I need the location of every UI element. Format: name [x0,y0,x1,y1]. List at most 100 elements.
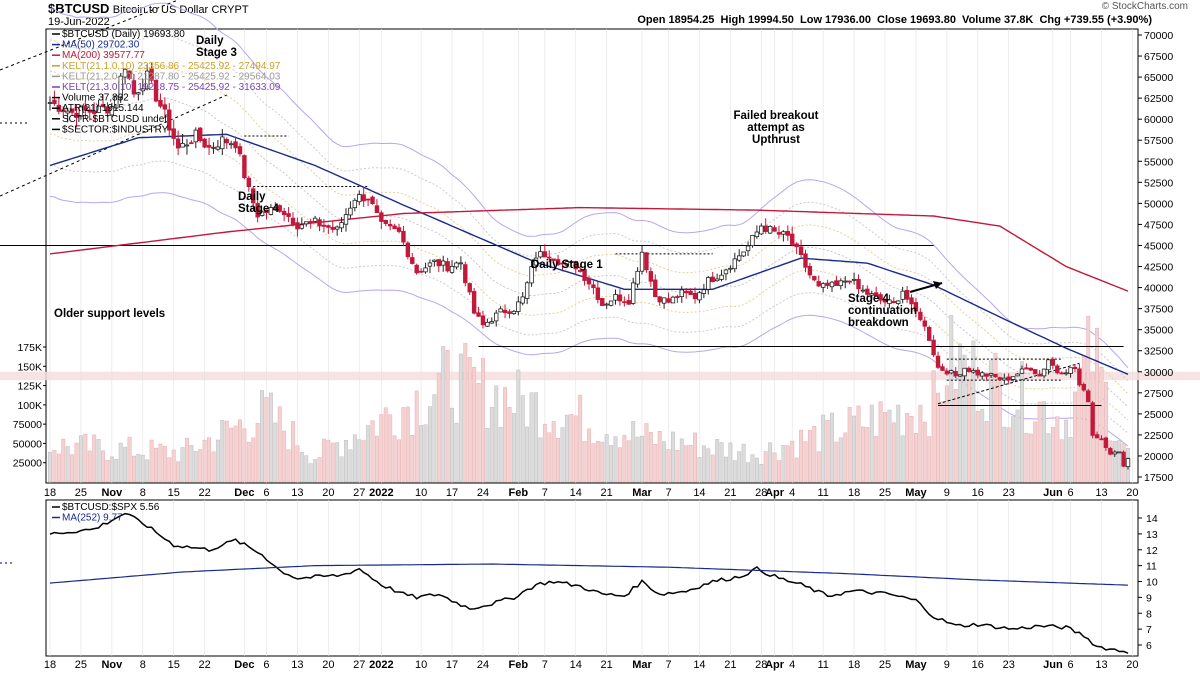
candle-body [171,128,176,139]
date-label: 4 [789,487,795,499]
ticker-symbol: $BTCUSD [48,1,110,16]
candle-body [688,290,693,295]
volume-bar [962,354,967,483]
volume-bar [949,315,954,483]
volume-bar [781,445,786,483]
legend-entry: MA(200) 39577.77 [62,50,145,61]
volume-bar [582,441,587,483]
price-tick-label: 32500 [1144,346,1173,358]
candle-body [352,199,358,209]
price-tick-label: 17500 [1144,472,1173,484]
candle-body [803,253,808,268]
candle-body [741,251,746,257]
candle-body [264,209,269,214]
candle-body [339,222,344,229]
ohlc-readout: Open 18954.25 High 19994.50 Low 17936.00… [637,14,1152,26]
candle-body [701,289,707,294]
candle-body [723,269,729,275]
volume-bar [1055,416,1060,483]
candle-body [162,104,168,110]
candle-body [485,321,490,327]
trendline-lower [0,94,227,197]
candle-body [109,106,115,116]
chart-date: 19-Jun-2022 [48,16,110,28]
volume-bar [693,432,697,483]
ratio-tick-label: 14 [1146,513,1158,525]
date-label: 21 [601,659,613,671]
candle-body [1002,377,1007,381]
volume-bar [198,449,203,483]
annotation-text: Upthrust [752,134,800,146]
candle-body [224,138,229,144]
volume-tick-label: 175K [17,342,42,354]
candle-body [330,226,335,230]
volume-axis: 25000 50000 75000 100K 125K 150K 175K [13,342,46,470]
candle-body [175,138,181,149]
volume-bar [251,437,256,483]
volume-bar [74,442,79,483]
volume-bar [154,447,158,483]
kelt-1-band-lower [49,128,1129,421]
candle-body [569,261,574,263]
candle-body [312,217,318,222]
candle-body [617,294,623,302]
volume-bar [330,442,335,483]
date-label: Feb [509,487,529,499]
date-label: Apr [765,659,785,671]
candle-body [750,234,755,247]
candle-body [1055,365,1060,374]
volume-bar [648,432,653,483]
volume-bar [812,425,817,483]
date-label: 6 [263,487,269,499]
volume-bar [282,430,287,483]
date-label: 20 [1126,659,1138,671]
volume-bar [70,454,75,483]
ratio-tick-label: 11 [1146,561,1157,573]
ticker-exchange: CRYPT [211,4,249,16]
candle-body [860,289,866,292]
annotation-arrow-head [933,281,942,289]
candle-body [1028,367,1034,371]
candle-body [984,373,989,377]
candle-body [520,296,525,304]
candle-body [1077,368,1082,386]
date-label: 9 [944,659,950,671]
candle-body [321,224,327,227]
candle-body [281,210,287,216]
candle-body [259,211,265,216]
candle-body [997,377,1003,380]
candle-body [1010,376,1016,380]
kelt-2-band-lower [49,160,1129,434]
date-label: 13 [1095,487,1107,499]
date-label: 15 [168,487,180,499]
candle-body [891,301,897,304]
candle-body [582,269,587,281]
volume-bar [189,445,194,483]
candle-body [666,298,671,303]
candle-body [843,280,848,283]
volume-bar [503,387,508,483]
volume-bar [825,420,830,483]
annotation-text: continuation [848,305,917,317]
volume-bar [967,379,971,483]
volume-bar [724,456,728,483]
candle-body [290,217,296,225]
annotation-text: Daily [238,191,266,203]
volume-bar [878,401,883,483]
volume-bar [167,457,172,483]
volume-bar [414,390,419,483]
volume-bar [617,447,622,483]
legend-entry: Volume 37,832 [62,93,129,104]
date-label: 8 [140,487,146,499]
candle-body [299,224,305,229]
legend-entry: KELT(21,2.0,10) 21287.80 - 25425.92 - 29… [62,71,281,82]
volume-bar [944,385,949,483]
price-tick-label: 62500 [1144,93,1173,105]
volume-bar [1059,439,1064,483]
price-tick-label: 52500 [1144,177,1173,189]
volume-bar [953,389,958,483]
candle-body [745,245,751,252]
candle-body [949,370,954,374]
date-label: 17 [446,487,458,499]
